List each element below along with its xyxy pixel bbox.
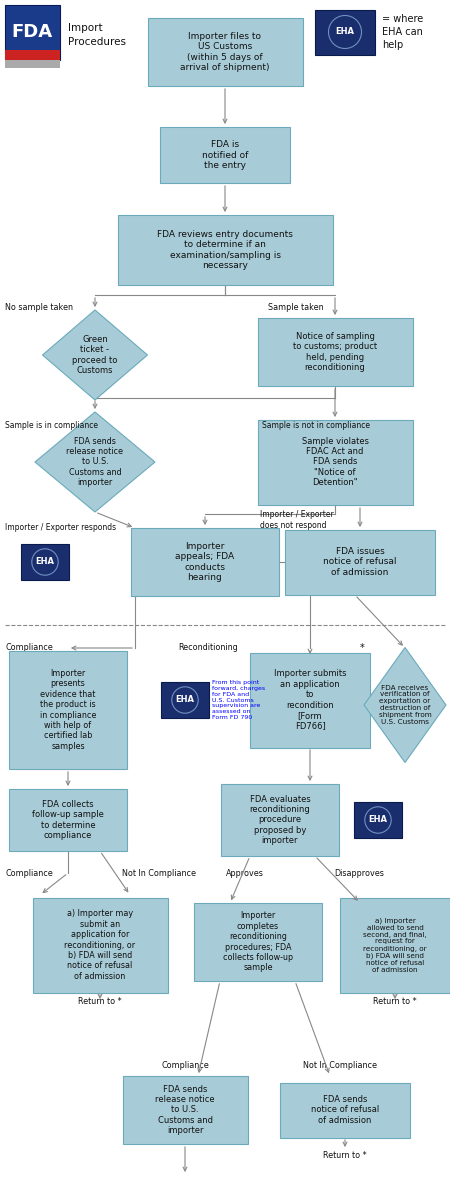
- Text: Return to *: Return to *: [78, 997, 122, 1007]
- Text: From this point
forward, charges
for FDA and
U.S. Customs
supervision are
assess: From this point forward, charges for FDA…: [212, 680, 265, 720]
- FancyBboxPatch shape: [354, 802, 402, 838]
- Text: Approves: Approves: [226, 869, 264, 877]
- FancyBboxPatch shape: [117, 215, 333, 284]
- FancyBboxPatch shape: [257, 420, 413, 504]
- Text: a) Importer may
submit an
application for
reconditioning, or
b) FDA will send
no: a) Importer may submit an application fo…: [64, 910, 135, 980]
- Text: FDA collects
follow-up sample
to determine
compliance: FDA collects follow-up sample to determi…: [32, 800, 104, 840]
- FancyBboxPatch shape: [161, 682, 209, 718]
- Text: Importer / Exporter responds: Importer / Exporter responds: [5, 522, 116, 532]
- Text: Green
ticket -
proceed to
Customs: Green ticket - proceed to Customs: [72, 335, 118, 376]
- Polygon shape: [42, 310, 148, 400]
- Text: Importer files to
US Customs
(within 5 days of
arrival of shipment): Importer files to US Customs (within 5 d…: [180, 32, 270, 72]
- Text: Sample is not in compliance: Sample is not in compliance: [262, 420, 370, 430]
- Text: Notice of sampling
to customs; product
held, pending
reconditioning: Notice of sampling to customs; product h…: [293, 332, 377, 372]
- Text: Importer
presents
evidence that
the product is
in compliance
with help of
certif: Importer presents evidence that the prod…: [40, 670, 96, 751]
- FancyBboxPatch shape: [257, 318, 413, 386]
- Text: Not In Compliance: Not In Compliance: [122, 869, 196, 877]
- FancyBboxPatch shape: [285, 529, 435, 594]
- Text: Return to *: Return to *: [323, 1151, 367, 1159]
- Text: Importer
appeals; FDA
conducts
hearing: Importer appeals; FDA conducts hearing: [176, 542, 234, 582]
- FancyBboxPatch shape: [5, 50, 60, 60]
- Text: Reconditioning: Reconditioning: [178, 643, 238, 653]
- Text: Compliance: Compliance: [5, 643, 53, 653]
- Text: EHA: EHA: [369, 816, 387, 824]
- FancyBboxPatch shape: [5, 5, 60, 60]
- Text: EHA: EHA: [36, 558, 54, 566]
- Text: a) Importer
allowed to send
second, and final,
request for
reconditioning, or
b): a) Importer allowed to send second, and …: [363, 917, 427, 973]
- Text: FDA receives
verification of
exportation or
destruction of
shipment from
U.S. Cu: FDA receives verification of exportation…: [378, 684, 432, 726]
- Text: Importer / Exporter
does not respond: Importer / Exporter does not respond: [260, 510, 334, 529]
- Text: Importer
completes
reconditioning
procedures; FDA
collects follow-up
sample: Importer completes reconditioning proced…: [223, 912, 293, 972]
- Polygon shape: [364, 648, 446, 762]
- Text: Sample taken: Sample taken: [268, 304, 324, 312]
- Text: Compliance: Compliance: [5, 869, 53, 877]
- FancyBboxPatch shape: [122, 1076, 248, 1144]
- FancyBboxPatch shape: [9, 650, 127, 769]
- Text: FDA sends
release notice
to U.S.
Customs and
importer: FDA sends release notice to U.S. Customs…: [155, 1085, 215, 1135]
- FancyBboxPatch shape: [194, 902, 322, 982]
- Text: Sample violates
FDAC Act and
FDA sends
"Notice of
Detention": Sample violates FDAC Act and FDA sends "…: [302, 437, 369, 487]
- FancyBboxPatch shape: [32, 898, 167, 992]
- FancyBboxPatch shape: [9, 790, 127, 851]
- Text: FDA: FDA: [11, 23, 53, 41]
- Text: FDA evaluates
reconditioning
procedure
proposed by
importer: FDA evaluates reconditioning procedure p…: [250, 794, 310, 845]
- Text: EHA: EHA: [176, 696, 194, 704]
- FancyBboxPatch shape: [280, 1082, 410, 1138]
- Text: No sample taken: No sample taken: [5, 304, 73, 312]
- Text: Return to *: Return to *: [373, 997, 417, 1007]
- Text: FDA sends
notice of refusal
of admission: FDA sends notice of refusal of admission: [311, 1096, 379, 1124]
- FancyBboxPatch shape: [21, 544, 69, 580]
- FancyBboxPatch shape: [160, 127, 290, 182]
- Text: Import
Procedures: Import Procedures: [68, 23, 126, 47]
- Text: *: *: [360, 643, 365, 653]
- FancyBboxPatch shape: [148, 18, 302, 86]
- Text: Importer submits
an application
to
recondition
[Form
FD766]: Importer submits an application to recon…: [274, 670, 346, 731]
- Text: = where
EHA can
help: = where EHA can help: [382, 13, 423, 50]
- Text: FDA issues
notice of refusal
of admission: FDA issues notice of refusal of admissio…: [323, 547, 397, 577]
- FancyBboxPatch shape: [5, 60, 60, 68]
- FancyBboxPatch shape: [340, 898, 450, 992]
- Polygon shape: [35, 412, 155, 512]
- Text: FDA sends
release notice
to U.S.
Customs and
importer: FDA sends release notice to U.S. Customs…: [67, 437, 123, 487]
- Text: Compliance: Compliance: [161, 1061, 209, 1069]
- FancyBboxPatch shape: [131, 528, 279, 596]
- FancyBboxPatch shape: [250, 653, 370, 748]
- Text: Not In Compliance: Not In Compliance: [303, 1061, 377, 1069]
- Text: FDA is
notified of
the entry: FDA is notified of the entry: [202, 140, 248, 170]
- FancyBboxPatch shape: [315, 10, 375, 54]
- Text: Disapproves: Disapproves: [334, 869, 384, 877]
- FancyBboxPatch shape: [221, 784, 339, 856]
- Text: Sample is in compliance: Sample is in compliance: [5, 420, 98, 430]
- Text: FDA reviews entry documents
to determine if an
examination/sampling is
necessary: FDA reviews entry documents to determine…: [157, 230, 293, 270]
- Text: EHA: EHA: [336, 28, 355, 36]
